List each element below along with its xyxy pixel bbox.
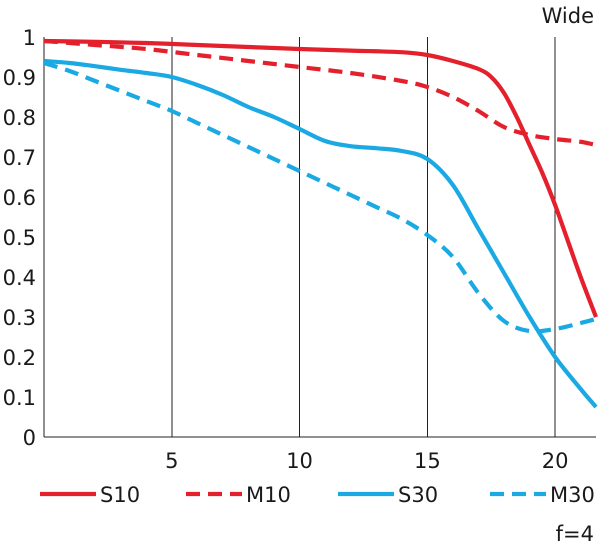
series-line-m10 [44, 38, 597, 148]
y-tick-label-0-4: 0.4 [3, 266, 36, 290]
y-tick-label-0: 0 [23, 426, 36, 450]
legend-label-m30: M30 [550, 483, 595, 507]
y-tick-label-0-1: 0.1 [3, 386, 36, 410]
y-tick-label-0-7: 0.7 [3, 146, 36, 170]
series-line-s10 [44, 38, 598, 318]
x-tick-label-5: 5 [165, 449, 178, 473]
y-tick-label-0-2: 0.2 [3, 346, 36, 370]
aperture-note: f=4 [556, 522, 594, 546]
y-tick-label-0-3: 0.3 [3, 306, 36, 330]
series-layer [44, 38, 598, 409]
y-tick-label-1: 1 [23, 26, 36, 50]
y-tick-label-0-9: 0.9 [3, 66, 36, 90]
x-tick-label-10: 10 [286, 449, 313, 473]
series-line-s30 [44, 58, 598, 409]
chart-title: Wide [542, 4, 594, 28]
legend-label-s30: S30 [398, 483, 438, 507]
axis-layer: 00.10.20.30.40.50.60.70.80.915 10 15 20 [3, 26, 596, 473]
y-tick-label-0-5: 0.5 [3, 226, 36, 250]
y-tick-label-0-8: 0.8 [3, 106, 36, 130]
x-tick-label-15: 15 [414, 449, 441, 473]
x-tick-label-20: 20 [542, 449, 569, 473]
legend-label-s10: S10 [100, 483, 140, 507]
series-line-m30 [44, 60, 597, 334]
legend: S10 M10 S30 M30 [40, 483, 595, 507]
y-tick-label-0-6: 0.6 [3, 186, 36, 210]
legend-label-m10: M10 [246, 483, 291, 507]
